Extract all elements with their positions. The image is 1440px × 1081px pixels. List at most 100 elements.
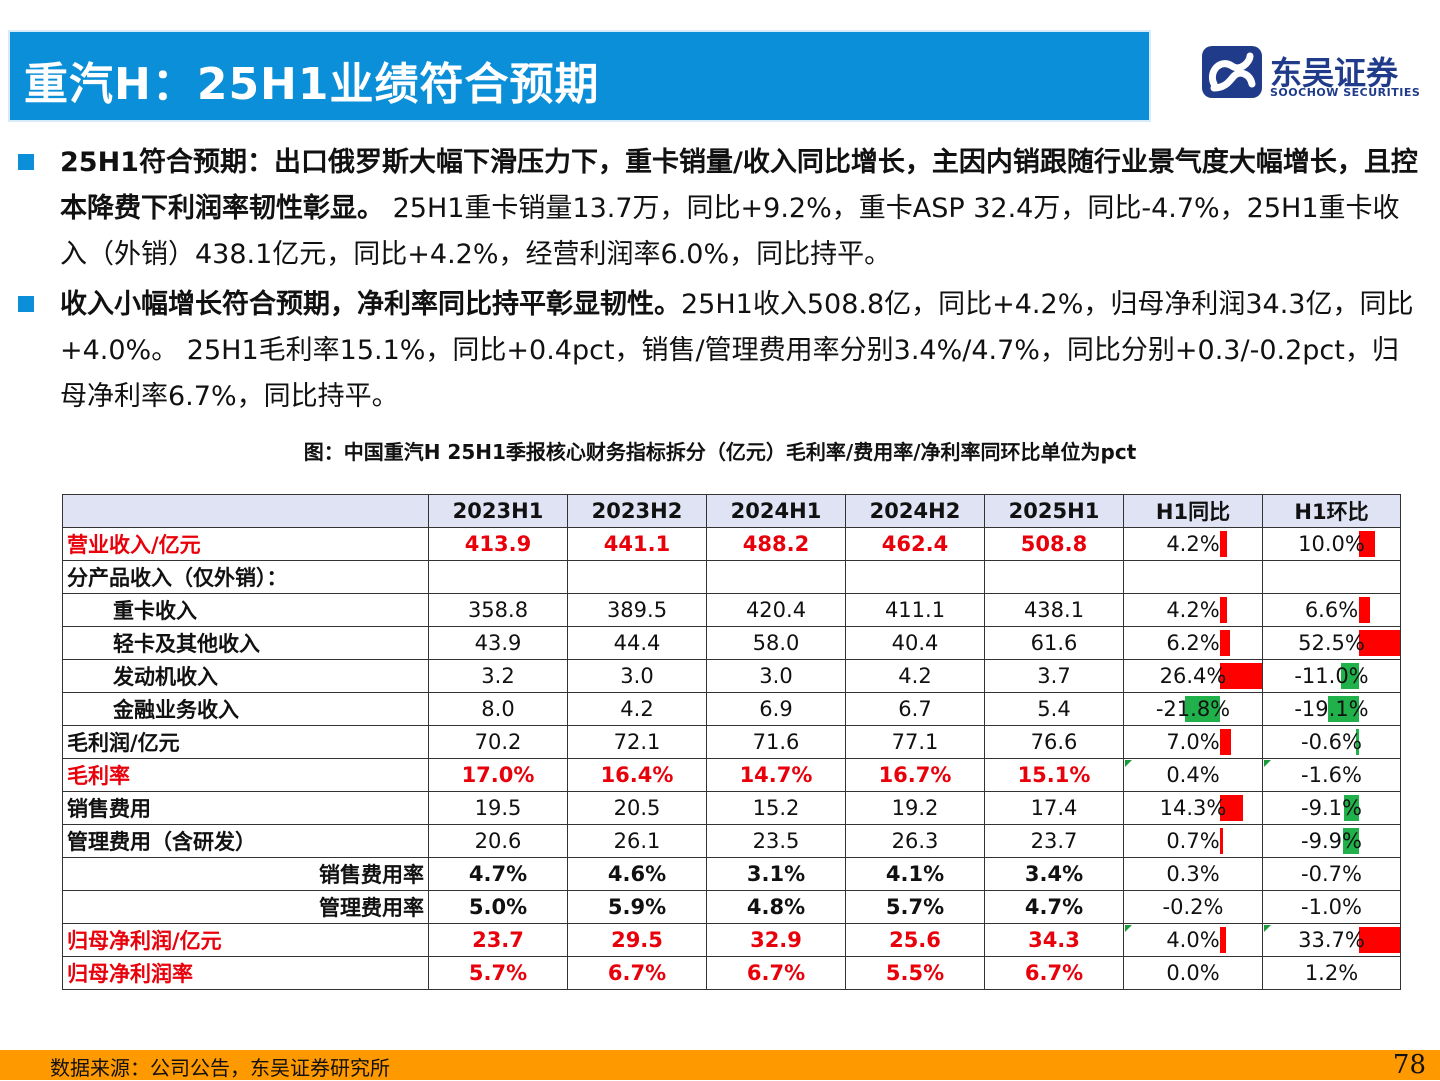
table-cell: 4.8% <box>706 890 846 924</box>
table-cell: 40.4 <box>845 626 985 660</box>
row-label: 归母净利润/亿元 <box>62 923 429 957</box>
yoy-cell: 4.2% <box>1123 527 1263 561</box>
qoq-value: -9.9% <box>1301 829 1362 853</box>
positive-bar <box>1359 630 1400 656</box>
table-cell: 4.2 <box>567 692 707 726</box>
data-source: 数据来源：公司公告，东吴证券研究所 <box>50 1056 390 1080</box>
table-cell: 14.7% <box>706 758 846 792</box>
table-cell: 462.4 <box>845 527 985 561</box>
qoq-cell: -19.1% <box>1262 692 1401 726</box>
table-cell: 23.7 <box>984 824 1124 858</box>
table-cell: 16.4% <box>567 758 707 792</box>
table-cell: 3.2 <box>428 659 568 693</box>
qoq-cell: -1.0% <box>1262 890 1401 924</box>
table-cell: 3.0 <box>706 659 846 693</box>
table-cell: 3.0 <box>567 659 707 693</box>
table-header-row: 2023H1 2023H2 2024H1 2024H2 2025H1 H1同比 … <box>62 494 1401 528</box>
table-cell: 6.7% <box>706 956 846 990</box>
table-cell: 58.0 <box>706 626 846 660</box>
table-cell: 61.6 <box>984 626 1124 660</box>
positive-bar <box>1220 597 1227 623</box>
column-header: 2024H1 <box>706 494 846 528</box>
table-cell: 4.1% <box>845 857 985 891</box>
table-cell: 6.7% <box>984 956 1124 990</box>
qoq-value: -9.1% <box>1301 796 1362 820</box>
table-cell: 3.1% <box>706 857 846 891</box>
table-cell: 23.7 <box>428 923 568 957</box>
qoq-cell: -9.9% <box>1262 824 1401 858</box>
table-cell: 71.6 <box>706 725 846 759</box>
brand-logo: 东吴证券 SOOCHOW SECURITIES <box>1200 44 1430 104</box>
positive-bar <box>1359 927 1400 953</box>
qoq-value: -1.0% <box>1301 895 1362 919</box>
qoq-value: -19.1% <box>1294 697 1369 721</box>
table-cell: 25.6 <box>845 923 985 957</box>
row-label: 销售费用 <box>62 791 429 825</box>
footer-bar: 数据来源：公司公告，东吴证券研究所 78 <box>0 1050 1440 1080</box>
yoy-value: 0.7% <box>1166 829 1220 853</box>
yoy-cell: 4.0% <box>1123 923 1263 957</box>
table-row: 销售费用率 4.7% 4.6% 3.1% 4.1% 3.4% 0.3% -0.7% <box>62 857 1401 891</box>
positive-bar <box>1359 531 1375 557</box>
table-row: 销售费用 19.5 20.5 15.2 19.2 17.4 14.3% -9.1% <box>62 791 1401 825</box>
negative-bar <box>1341 663 1359 689</box>
bullet-square-icon <box>18 154 34 170</box>
yoy-cell: 14.3% <box>1123 791 1263 825</box>
positive-bar <box>1220 729 1232 755</box>
yoy-value: 26.4% <box>1159 664 1227 688</box>
table-cell <box>428 560 568 594</box>
qoq-value: 52.5% <box>1298 631 1365 655</box>
summary-bullets: 25H1符合预期：出口俄罗斯大幅下滑压力下，重卡销量/收入同比增长，主因内销跟随… <box>18 140 1418 424</box>
bullet-square-icon <box>18 296 34 312</box>
logo-text-en: SOOCHOW SECURITIES <box>1270 86 1421 99</box>
positive-bar <box>1220 663 1262 689</box>
table-cell: 15.2 <box>706 791 846 825</box>
table-cell: 6.7% <box>567 956 707 990</box>
positive-bar <box>1220 927 1227 953</box>
table-row: 管理费用率 5.0% 5.9% 4.8% 5.7% 4.7% -0.2% -1.0% <box>62 890 1401 924</box>
qoq-value: 6.6% <box>1304 598 1359 622</box>
column-header <box>62 494 429 528</box>
row-label: 归母净利润率 <box>62 956 429 990</box>
yoy-cell: -21.8% <box>1123 692 1263 726</box>
column-header: 2024H2 <box>845 494 985 528</box>
page-title: 重汽H：25H1业绩符合预期 <box>24 59 600 110</box>
table-cell <box>984 560 1124 594</box>
positive-bar <box>1359 597 1370 623</box>
table-cell: 488.2 <box>706 527 846 561</box>
negative-bar <box>1185 696 1220 722</box>
yoy-value: 4.2% <box>1166 532 1220 556</box>
qoq-value: 1.2% <box>1304 961 1359 985</box>
yoy-value: 6.2% <box>1166 631 1220 655</box>
row-label: 金融业务收入 <box>62 692 429 726</box>
column-header: 2023H2 <box>567 494 707 528</box>
bullet-2-text: 25H1收入508.8亿，同比+4.2%，归母净利润34.3亿，同比+4.0%。… <box>60 289 1414 412</box>
qoq-cell <box>1262 560 1401 594</box>
table-cell: 29.5 <box>567 923 707 957</box>
row-label: 轻卡及其他收入 <box>62 626 429 660</box>
qoq-cell: 6.6% <box>1262 593 1401 627</box>
yoy-value: 7.0% <box>1166 730 1220 754</box>
qoq-value: -0.6% <box>1301 730 1362 754</box>
positive-bar <box>1220 795 1243 821</box>
table-cell: 413.9 <box>428 527 568 561</box>
yoy-cell: 0.7% <box>1123 824 1263 858</box>
positive-bar <box>1220 828 1223 854</box>
table-cell: 72.1 <box>567 725 707 759</box>
table-cell: 19.5 <box>428 791 568 825</box>
table-cell: 6.7 <box>845 692 985 726</box>
table-body: 营业收入/亿元 413.9 441.1 488.2 462.4 508.8 4.2% 10.0… <box>62 527 1401 990</box>
yoy-value: 4.0% <box>1166 928 1220 952</box>
qoq-value: 10.0% <box>1298 532 1365 556</box>
financial-table: 2023H1 2023H2 2024H1 2024H2 2025H1 H1同比 … <box>62 494 1401 990</box>
yoy-value: 0.0% <box>1166 961 1220 985</box>
table-row: 归母净利润率 5.7% 6.7% 6.7% 5.5% 6.7% 0.0% 1.2% <box>62 956 1401 990</box>
table-row: 毛利率 17.0% 16.4% 14.7% 16.7% 15.1% 0.4% -1.6% <box>62 758 1401 792</box>
table-row: 重卡收入 358.8 389.5 420.4 411.1 438.1 4.2% 6.6% <box>62 593 1401 627</box>
table-cell: 17.0% <box>428 758 568 792</box>
table-cell: 5.5% <box>845 956 985 990</box>
yoy-value: -21.8% <box>1155 697 1231 721</box>
table-cell: 6.9 <box>706 692 846 726</box>
table-cell: 508.8 <box>984 527 1124 561</box>
yoy-cell: 26.4% <box>1123 659 1263 693</box>
